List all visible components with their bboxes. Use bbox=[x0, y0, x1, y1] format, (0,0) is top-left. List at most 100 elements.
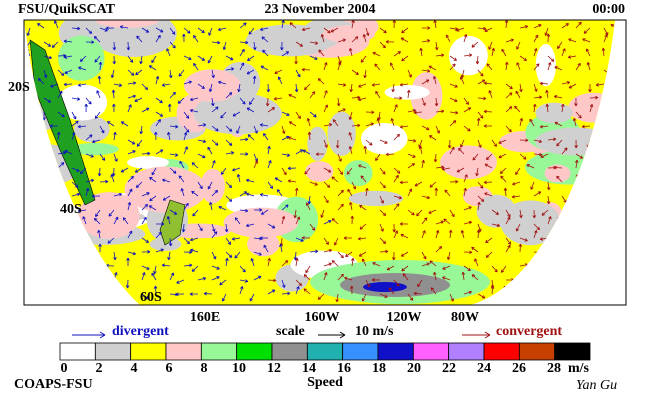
wind-arrow bbox=[141, 265, 150, 270]
colorbar-swatch bbox=[554, 342, 591, 361]
wind-arrow bbox=[344, 276, 353, 281]
wind-arrow bbox=[557, 41, 563, 49]
wind-arrow bbox=[167, 131, 171, 141]
wind-arrow bbox=[519, 55, 527, 61]
wind-arrow bbox=[575, 62, 581, 71]
wind-arrow bbox=[505, 83, 513, 90]
wind-arrow bbox=[43, 293, 50, 301]
wind-arrow bbox=[358, 83, 367, 88]
wind-arrow bbox=[43, 132, 48, 141]
wind-arrow bbox=[127, 55, 134, 63]
wind-arrow bbox=[266, 83, 271, 93]
colorbar-swatch bbox=[200, 342, 238, 361]
wind-arrow bbox=[385, 40, 395, 44]
wind-arrow bbox=[245, 223, 255, 228]
speed-region bbox=[361, 122, 408, 155]
wind-arrow bbox=[51, 41, 59, 48]
wind-arrow bbox=[533, 139, 543, 144]
wind-arrow bbox=[43, 251, 48, 261]
wind-arrow bbox=[365, 110, 375, 115]
wind-arrow bbox=[357, 97, 367, 102]
wind-arrow bbox=[148, 65, 157, 71]
wind-arrow bbox=[57, 131, 61, 141]
wind-arrow bbox=[504, 61, 509, 71]
wind-arrow bbox=[295, 257, 299, 267]
wind-arrow bbox=[588, 83, 592, 93]
wind-arrow bbox=[211, 97, 215, 107]
wind-arrow bbox=[112, 55, 117, 65]
wind-arrow bbox=[418, 145, 423, 155]
wind-arrow bbox=[221, 293, 227, 302]
wind-arrow bbox=[371, 83, 381, 87]
wind-arrow bbox=[183, 202, 189, 211]
wind-arrow bbox=[211, 231, 218, 239]
wind-arrow bbox=[303, 274, 311, 281]
wind-arrow bbox=[110, 69, 115, 78]
wind-arrow bbox=[533, 191, 542, 197]
wind-arrow bbox=[379, 181, 386, 189]
wind-arrow bbox=[71, 26, 81, 31]
wind-arrow bbox=[442, 276, 451, 281]
wind-arrow bbox=[618, 294, 624, 300]
wind-arrow bbox=[539, 124, 549, 129]
wind-arrow bbox=[197, 139, 207, 143]
legend-arrow bbox=[72, 331, 106, 339]
wind-arrow bbox=[519, 237, 528, 242]
wind-arrow bbox=[57, 195, 66, 200]
wind-arrow bbox=[484, 163, 493, 169]
colorbar-tick-label: 28 bbox=[547, 361, 561, 376]
wind-arrow bbox=[295, 216, 301, 225]
wind-arrow bbox=[519, 209, 523, 219]
wind-arrow bbox=[407, 69, 412, 78]
wind-arrow bbox=[585, 48, 591, 57]
wind-arrow bbox=[379, 209, 387, 217]
wind-arrow bbox=[111, 167, 116, 177]
wind-arrow bbox=[167, 251, 171, 261]
wind-arrow bbox=[183, 80, 192, 85]
wind-arrow bbox=[393, 195, 402, 200]
wind-arrow bbox=[547, 55, 555, 62]
colorbar-swatch bbox=[271, 342, 308, 361]
wind-arrow bbox=[375, 153, 381, 161]
wind-arrow bbox=[519, 153, 527, 160]
wind-arrow bbox=[71, 181, 79, 188]
wind-arrow bbox=[331, 176, 339, 183]
wind-arrow bbox=[583, 190, 591, 197]
wind-arrow bbox=[175, 292, 185, 296]
wind-arrow bbox=[169, 69, 173, 79]
wind-arrow bbox=[603, 167, 611, 174]
wind-arrow bbox=[421, 159, 425, 169]
speed-region bbox=[247, 231, 280, 257]
wind-arrow bbox=[320, 209, 325, 218]
wind-arrow bbox=[581, 264, 591, 269]
wind-arrow bbox=[239, 208, 249, 213]
wind-arrow bbox=[402, 273, 409, 281]
wind-arrow bbox=[267, 107, 276, 113]
wind-arrow bbox=[477, 26, 487, 31]
wind-arrow bbox=[288, 136, 297, 141]
wind-arrow bbox=[281, 216, 286, 225]
lon-label: 80W bbox=[451, 310, 479, 325]
wind-arrow bbox=[219, 279, 227, 286]
wind-arrow bbox=[57, 279, 63, 288]
wind-arrow bbox=[236, 173, 241, 183]
wind-arrow bbox=[337, 153, 342, 162]
wind-arrow bbox=[93, 217, 101, 225]
wind-arrow bbox=[393, 96, 403, 100]
wind-arrow bbox=[351, 123, 361, 128]
wind-arrow bbox=[193, 62, 199, 71]
wind-arrow bbox=[456, 167, 465, 173]
wind-arrow bbox=[232, 111, 241, 117]
wind-arrow bbox=[351, 95, 361, 100]
wind-arrow bbox=[162, 178, 171, 183]
wind-arrow bbox=[211, 69, 215, 79]
wind-arrow bbox=[84, 103, 88, 113]
wind-arrow bbox=[432, 75, 437, 85]
wind-arrow bbox=[29, 223, 37, 231]
wind-arrow bbox=[533, 48, 538, 57]
wind-arrow bbox=[98, 243, 102, 253]
wind-arrow bbox=[547, 265, 557, 269]
colorbar-swatch bbox=[59, 342, 96, 361]
wind-arrow bbox=[460, 76, 465, 85]
wind-arrow bbox=[71, 120, 79, 127]
